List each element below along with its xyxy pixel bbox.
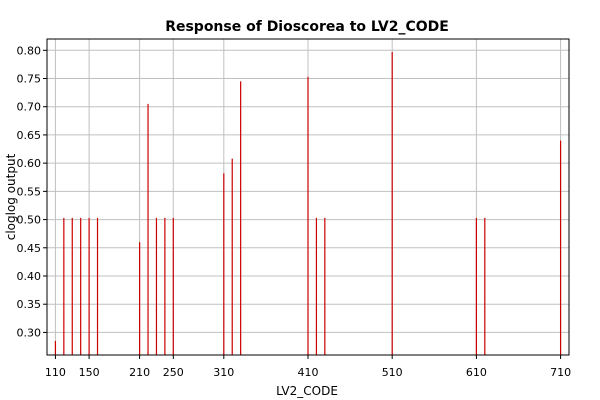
bar: [139, 242, 141, 355]
bars: [54, 51, 562, 356]
y-tick-label: 0.40: [17, 270, 42, 283]
chart-title: Response of Dioscorea to LV2_CODE: [165, 19, 449, 35]
y-tick-label: 0.35: [17, 298, 42, 311]
x-tick-label: 410: [298, 366, 319, 379]
bar: [155, 217, 158, 355]
bar: [172, 217, 174, 355]
y-tick-label: 0.55: [17, 185, 42, 198]
x-tick-label: 610: [466, 366, 487, 379]
bar: [315, 217, 318, 355]
x-tick-label: 110: [45, 366, 66, 379]
x-axis-label: LV2_CODE: [276, 384, 338, 398]
bar: [240, 81, 242, 356]
bar: [484, 217, 486, 355]
y-tick-label: 0.30: [17, 326, 42, 339]
x-tick-label: 250: [163, 366, 184, 379]
y-tick-label: 0.75: [17, 73, 42, 86]
bar: [223, 173, 225, 355]
bar: [147, 103, 149, 356]
bar: [231, 158, 233, 355]
bar: [307, 76, 309, 356]
bar: [96, 217, 99, 355]
bar: [475, 217, 477, 355]
y-tick-label: 0.80: [17, 44, 42, 57]
x-tick-label: 150: [79, 366, 100, 379]
bar: [54, 340, 57, 355]
bar: [71, 217, 73, 355]
x-tick-label: 310: [213, 366, 234, 379]
bar: [324, 217, 326, 355]
y-tick-label: 0.45: [17, 242, 42, 255]
x-ticks: 110 150 210 250 310 410 510 610 710: [45, 355, 571, 379]
y-tick-label: 0.70: [17, 101, 42, 114]
y-tick-label: 0.50: [17, 214, 42, 227]
x-tick-label: 510: [382, 366, 403, 379]
y-tick-label: 0.65: [17, 129, 42, 142]
bar: [63, 217, 65, 355]
bar: [164, 217, 166, 355]
bar: [88, 217, 90, 355]
bar: [80, 217, 82, 355]
y-axis-label: cloglog output: [4, 153, 18, 240]
y-ticks: 0.30 0.35 0.40 0.45 0.50 0.55 0.60 0.65 0.70 0.75…: [17, 44, 47, 339]
x-tick-label: 210: [129, 366, 150, 379]
bar: [559, 140, 562, 355]
bar: [391, 51, 393, 355]
y-tick-label: 0.60: [17, 157, 42, 170]
x-tick-label: 710: [550, 366, 571, 379]
